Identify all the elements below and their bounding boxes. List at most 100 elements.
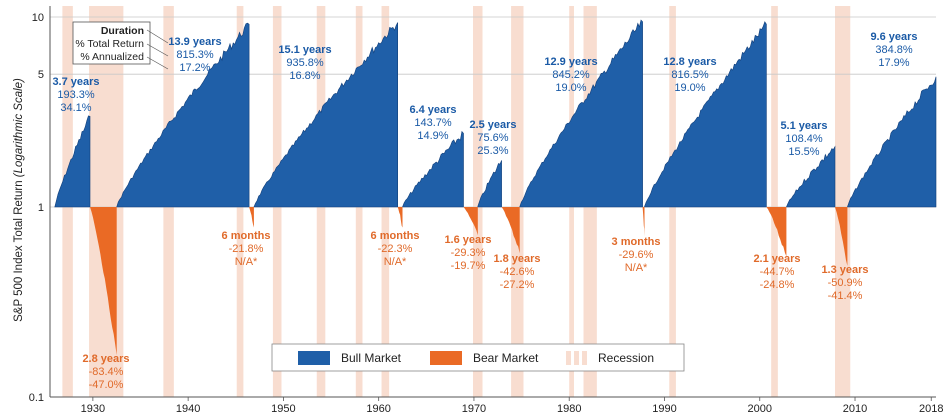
- recession-band: [511, 6, 524, 397]
- bull-label-line: 2.5 years: [469, 119, 516, 131]
- bear-label-line: -50.9%: [828, 277, 863, 289]
- bull-label-line: 19.0%: [555, 82, 586, 94]
- recession-band: [472, 6, 483, 397]
- bull-market-area: [644, 21, 767, 208]
- bear-market-area: [463, 207, 478, 236]
- bear-label-line: 3 months: [612, 236, 661, 248]
- bull-label-line: 143.7%: [414, 117, 452, 129]
- bear-label-line: 6 months: [222, 230, 271, 242]
- bull-label-line: 845.2%: [552, 69, 590, 81]
- bear-market-area: [397, 207, 403, 228]
- bear-label-line: -29.3%: [451, 247, 486, 259]
- x-tick-label: 2000: [748, 403, 772, 415]
- bull-label-line: 13.9 years: [168, 36, 221, 48]
- market-areas: [54, 19, 937, 356]
- y-tick-label: 10: [32, 12, 44, 24]
- bear-label: 1.6 years-29.3%-19.7%: [444, 234, 491, 272]
- bull-market-area: [519, 19, 643, 208]
- y-tick-label: 1: [38, 202, 44, 214]
- x-tick-label: 2010: [843, 403, 867, 415]
- legend-swatch-recession: [566, 351, 587, 365]
- bear-label-line: 1.6 years: [444, 234, 491, 246]
- bull-market-area: [116, 22, 250, 208]
- bull-market-area: [54, 115, 91, 208]
- bear-label-line: -47.0%: [89, 379, 124, 391]
- bear-label-line: N/A*: [384, 256, 407, 268]
- bear-label-line: 1.8 years: [493, 253, 540, 265]
- x-tick-label: 2018: [919, 403, 943, 415]
- bear-market-area: [249, 207, 254, 228]
- bear-label: 2.1 years-44.7%-24.8%: [753, 253, 800, 291]
- bear-label-line: -19.7%: [451, 260, 486, 272]
- bull-label-line: 17.9%: [878, 57, 909, 69]
- x-tick-label: 1990: [652, 403, 676, 415]
- bear-market-area: [90, 207, 117, 356]
- legend-box: [271, 343, 685, 372]
- bear-market-area: [766, 207, 787, 257]
- bear-label-line: -24.8%: [760, 279, 795, 291]
- x-tick-label: 1960: [366, 403, 390, 415]
- bull-label-line: 816.5%: [671, 69, 709, 81]
- y-tick-labels: 10 5 1 0.1: [29, 12, 44, 404]
- y-axis-label: S&P 500 Index Total Return (Logarithmic …: [13, 78, 25, 322]
- bear-market-area: [642, 207, 645, 237]
- bear-label-line: N/A*: [625, 262, 648, 274]
- bull-label-line: 12.8 years: [663, 56, 716, 68]
- bull-label-line: 75.6%: [477, 132, 508, 144]
- bear-label: 6 months-22.3%N/A*: [371, 230, 420, 268]
- bear-market-area: [501, 207, 520, 254]
- y-tick-label: 5: [38, 69, 44, 81]
- bear-label-line: 2.1 years: [753, 253, 800, 265]
- bear-label: 2.8 years-83.4%-47.0%: [82, 353, 129, 391]
- recession-band: [89, 6, 124, 397]
- bull-market-area: [785, 145, 836, 208]
- axes: [49, 6, 936, 398]
- key-total-return: % Total Return: [75, 38, 144, 50]
- bull-label-line: 17.2%: [179, 62, 210, 74]
- bear-label-line: -44.7%: [760, 266, 795, 278]
- bull-label-line: 5.1 years: [780, 120, 827, 132]
- bull-market-area: [477, 160, 502, 208]
- bear-label-line: 1.3 years: [821, 264, 868, 276]
- bear-label-line: -41.4%: [828, 290, 863, 302]
- y-tick-label: 0.1: [29, 392, 44, 404]
- bull-market-area: [847, 76, 937, 208]
- recession-band: [835, 6, 851, 397]
- recession-band: [771, 6, 778, 397]
- bull-label-line: 15.1 years: [278, 44, 331, 56]
- bull-label-line: 108.4%: [785, 133, 823, 145]
- bull-label-line: 384.8%: [875, 44, 913, 56]
- bull-label-line: 6.4 years: [409, 104, 456, 116]
- bull-label-line: 12.9 years: [544, 56, 597, 68]
- bear-label-line: -29.6%: [619, 249, 654, 261]
- bull-label-line: 193.3%: [57, 89, 95, 101]
- bear-label-line: -83.4%: [89, 366, 124, 378]
- bear-label: 6 months-21.8%N/A*: [222, 230, 271, 268]
- legend-swatch-bear: [430, 351, 462, 365]
- key-annualized: % Annualized: [80, 51, 144, 63]
- x-tick-label: 1970: [462, 403, 486, 415]
- bear-label: 3 months-29.6%N/A*: [612, 236, 661, 274]
- bull-market-area: [402, 130, 464, 208]
- legend: Bull Market Bear Market Recession: [271, 343, 685, 372]
- bull-label-line: 34.1%: [60, 102, 91, 114]
- bull-label-line: 19.0%: [674, 82, 705, 94]
- bear-label-line: -21.8%: [229, 243, 264, 255]
- bear-label-line: 2.8 years: [82, 353, 129, 365]
- bull-label-line: 9.6 years: [870, 31, 917, 43]
- bull-label-line: 14.9%: [417, 130, 448, 142]
- bull-label-line: 935.8%: [286, 57, 324, 69]
- x-tick-label: 1940: [176, 403, 200, 415]
- bull-label-line: 16.8%: [289, 70, 320, 82]
- bull-market-area: [253, 22, 398, 208]
- bear-label-line: N/A*: [235, 256, 258, 268]
- legend-label-bull: Bull Market: [341, 351, 402, 365]
